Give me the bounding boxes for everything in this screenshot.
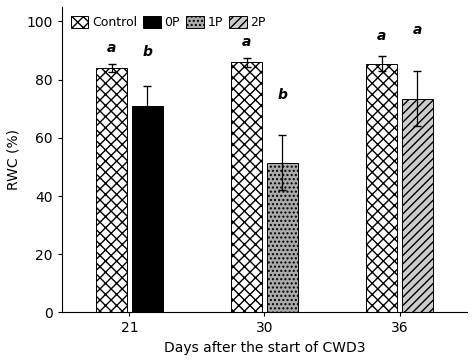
Text: a: a xyxy=(413,24,422,38)
Bar xyxy=(231,62,262,312)
Text: a: a xyxy=(107,41,116,55)
Bar xyxy=(402,98,433,312)
X-axis label: Days after the start of CWD3: Days after the start of CWD3 xyxy=(164,341,365,355)
Legend: Control, 0P, 1P, 2P: Control, 0P, 1P, 2P xyxy=(68,13,268,31)
Text: b: b xyxy=(142,45,152,59)
Text: b: b xyxy=(277,88,287,101)
Bar xyxy=(96,68,127,312)
Text: a: a xyxy=(377,29,386,43)
Y-axis label: RWC (%): RWC (%) xyxy=(7,129,21,190)
Text: a: a xyxy=(242,35,251,49)
Bar xyxy=(132,106,163,312)
Bar xyxy=(267,163,298,312)
Bar xyxy=(366,64,397,312)
